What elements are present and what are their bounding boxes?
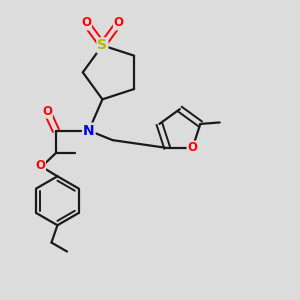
Text: O: O [42, 105, 52, 118]
Text: O: O [81, 16, 91, 29]
Text: S: S [98, 38, 107, 52]
Text: O: O [35, 159, 45, 172]
Text: O: O [188, 142, 197, 154]
Text: N: N [83, 124, 94, 138]
Text: O: O [114, 16, 124, 29]
